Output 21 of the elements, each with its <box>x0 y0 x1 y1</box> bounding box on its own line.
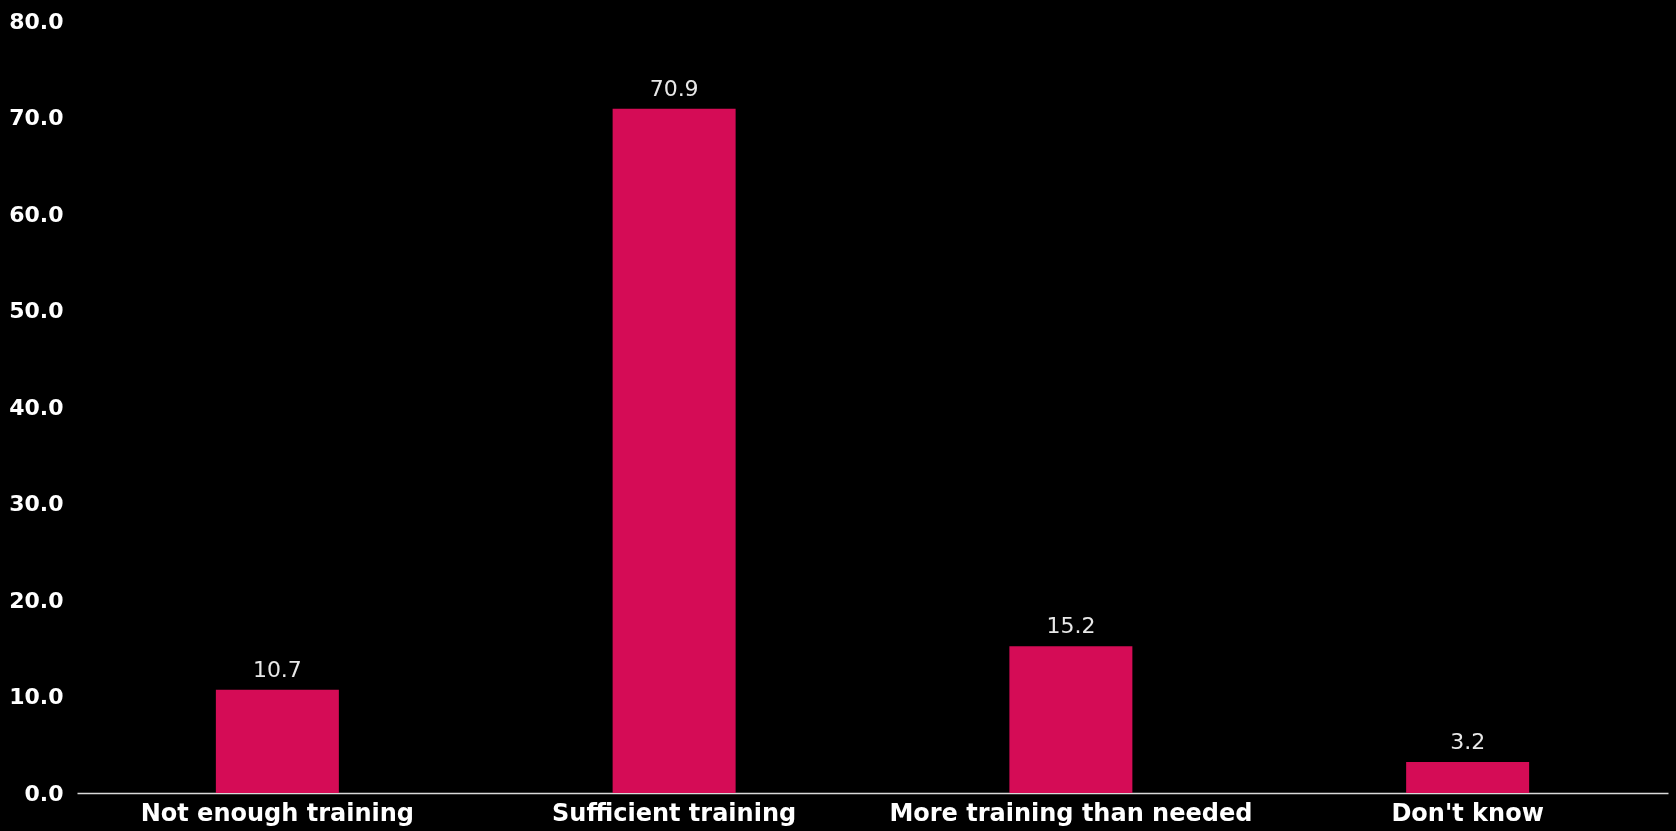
y-tick-label: 30.0 <box>9 491 64 516</box>
data-label: 15.2 <box>1046 613 1096 639</box>
y-tick-label: 70.0 <box>9 105 64 130</box>
y-tick-label: 10.0 <box>9 684 64 709</box>
y-tick-label: 0.0 <box>24 780 64 806</box>
y-tick-label: 40.0 <box>9 394 64 420</box>
bar <box>1406 762 1530 793</box>
data-label: 3.2 <box>1450 729 1486 755</box>
x-tick-label: Not enough training <box>140 798 414 827</box>
y-tick-label: 20.0 <box>9 587 64 613</box>
data-label: 70.9 <box>649 75 699 101</box>
x-tick-label: Sufficient training <box>552 798 797 827</box>
y-tick-label: 50.0 <box>9 298 64 323</box>
bar <box>612 108 736 793</box>
x-tick-label: Don't know <box>1391 798 1544 827</box>
y-tick-label: 60.0 <box>9 201 64 227</box>
y-tick-label: 80.0 <box>9 8 64 34</box>
bar <box>1009 646 1133 793</box>
x-tick-label: More training than needed <box>889 798 1253 827</box>
bar <box>215 689 339 793</box>
data-label: 10.7 <box>252 656 302 682</box>
